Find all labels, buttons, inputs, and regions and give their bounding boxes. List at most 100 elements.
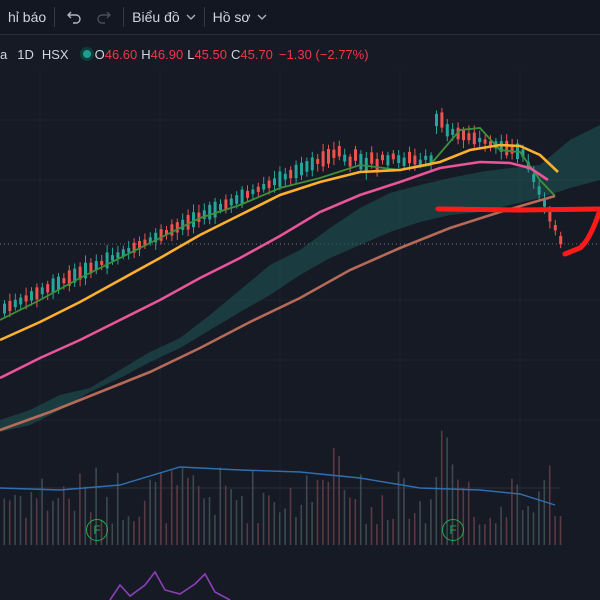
candle — [424, 155, 428, 160]
candle — [202, 210, 206, 220]
low-value: 45.50 — [194, 46, 227, 62]
candle — [305, 161, 309, 172]
candle — [246, 190, 249, 198]
financial-report-badge[interactable]: F — [442, 519, 464, 541]
candle — [359, 153, 363, 170]
high-label: H — [141, 46, 151, 62]
toolbar-divider — [123, 7, 125, 27]
volume-bar — [30, 491, 33, 545]
chevron-down-icon — [257, 14, 267, 20]
top-toolbar: hỉ báo Biểu đồ Hồ sơ — [0, 0, 600, 35]
volume-bar — [392, 518, 394, 545]
volume-bar — [116, 472, 119, 545]
volume-bar — [295, 517, 297, 545]
candle — [262, 184, 266, 190]
volume-bar — [122, 520, 124, 545]
volume-bar — [316, 479, 319, 545]
candle — [35, 287, 39, 300]
ma-mid-line — [0, 160, 549, 380]
volume-bar — [322, 479, 324, 545]
candle — [240, 189, 244, 205]
volume-bar — [246, 523, 249, 545]
candle — [278, 171, 282, 187]
undo-icon[interactable] — [63, 6, 85, 28]
volume-bar — [133, 521, 135, 545]
candle — [170, 224, 174, 236]
volume-bar — [538, 491, 540, 545]
financial-report-badge[interactable]: F — [86, 519, 108, 541]
candle — [46, 284, 50, 293]
price-chart-canvas[interactable] — [0, 34, 600, 600]
open-label: O — [94, 46, 105, 62]
toolbar-divider — [54, 7, 56, 27]
volume-bar — [413, 512, 416, 545]
candle — [354, 149, 357, 161]
interval[interactable]: 1D — [17, 46, 34, 62]
volume-bar — [284, 508, 286, 545]
candle — [30, 291, 33, 301]
volume-bar — [435, 477, 438, 545]
volume-bar — [73, 510, 76, 545]
candle — [186, 214, 190, 230]
volume-bar — [516, 484, 519, 545]
candle — [8, 301, 12, 312]
volume-bar — [57, 497, 60, 545]
candle — [300, 162, 303, 176]
candle — [391, 153, 395, 160]
candle — [143, 239, 147, 246]
candle — [57, 276, 60, 290]
candle — [505, 140, 509, 156]
candle — [175, 222, 179, 233]
market-status-dot — [82, 50, 91, 58]
candle — [94, 261, 98, 270]
candle — [78, 266, 82, 280]
redo-icon[interactable] — [93, 6, 115, 28]
volume-bar — [338, 456, 340, 545]
chart-menu-button[interactable]: Biểu đồ — [124, 0, 203, 34]
volume-bar — [84, 486, 87, 545]
volume-bar — [160, 472, 162, 545]
candle — [219, 203, 222, 211]
candle — [337, 145, 341, 157]
open-value: 46.60 — [104, 46, 138, 62]
volume-bar — [203, 498, 205, 545]
candle — [310, 157, 314, 171]
volume-bar — [14, 495, 16, 545]
volume-bar — [68, 498, 70, 545]
candle — [208, 204, 212, 220]
candle — [327, 148, 330, 164]
volume-bar — [300, 504, 303, 545]
candle — [510, 145, 514, 154]
oscillator-line — [109, 570, 231, 600]
profile-menu-button[interactable]: Hồ sơ — [205, 0, 275, 34]
volume-bar — [241, 495, 243, 545]
volume-bar — [268, 495, 270, 545]
volume-bar — [349, 497, 351, 545]
volume-bar — [559, 516, 562, 545]
candle — [148, 237, 152, 243]
candle — [159, 229, 163, 241]
volume-bar — [305, 475, 308, 545]
volume-bar — [208, 496, 211, 545]
volume-bar — [257, 523, 259, 545]
candle — [3, 303, 6, 314]
volume-bar — [149, 479, 151, 545]
volume-bar — [408, 518, 411, 545]
candle — [386, 155, 390, 166]
volume-bar — [511, 478, 513, 545]
candle — [127, 248, 131, 253]
candle — [332, 149, 336, 158]
grid — [0, 70, 600, 545]
volume-bar — [289, 487, 292, 545]
indicators-button[interactable]: hỉ báo — [0, 0, 54, 34]
price-change: −1.30 (−2.77%) — [278, 46, 369, 62]
symbol-name[interactable]: a — [0, 46, 8, 62]
volume-bar — [41, 478, 43, 545]
candle — [483, 139, 487, 144]
volume-bar — [489, 517, 492, 545]
candle — [13, 299, 17, 308]
low-label: L — [187, 46, 195, 62]
volume-bar — [500, 506, 502, 545]
volume-bar — [251, 470, 254, 545]
candle — [408, 151, 411, 164]
